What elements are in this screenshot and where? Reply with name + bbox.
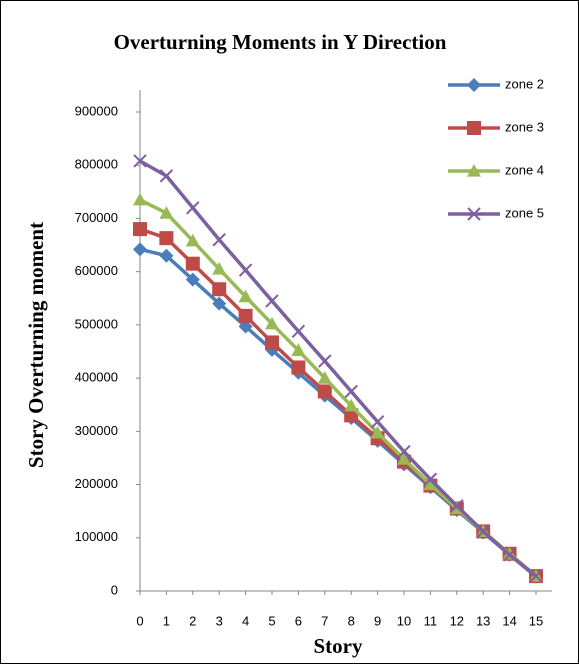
y-tick-label: 400000: [75, 370, 118, 385]
y-tick-label: 100000: [75, 529, 118, 544]
x-tick-label: 14: [502, 613, 516, 628]
marker: [186, 201, 200, 215]
marker: [317, 384, 332, 399]
y-tick-label: 0: [111, 582, 118, 597]
x-tick-label: 2: [189, 613, 196, 628]
x-tick-label: 5: [268, 613, 275, 628]
x-tick-label: 3: [216, 613, 223, 628]
chart-title: Overturning Moments in Y Direction: [114, 30, 447, 54]
marker: [185, 256, 200, 271]
marker: [133, 154, 147, 168]
y-tick-label: 300000: [75, 423, 118, 438]
legend-label: zone 2: [505, 76, 544, 91]
x-tick-label: 7: [321, 613, 328, 628]
marker: [467, 78, 481, 92]
marker: [467, 207, 481, 221]
x-tick-label: 9: [374, 613, 381, 628]
marker: [212, 262, 227, 275]
marker: [238, 319, 253, 334]
x-tick-label: 11: [424, 613, 438, 628]
y-tick-label: 200000: [75, 476, 118, 491]
marker: [159, 248, 174, 263]
y-tick-label: 600000: [75, 263, 118, 278]
marker: [344, 398, 359, 412]
marker: [212, 296, 227, 311]
x-axis-title: Story: [314, 634, 363, 658]
x-tick-label: 1: [163, 613, 170, 628]
marker: [450, 499, 464, 513]
marker: [159, 231, 174, 246]
marker: [529, 569, 543, 583]
marker: [133, 242, 147, 257]
marker: [291, 343, 306, 357]
marker: [467, 121, 481, 135]
marker: [291, 324, 306, 338]
marker: [476, 524, 490, 539]
legend-label: zone 3: [505, 119, 544, 134]
marker: [265, 335, 279, 350]
marker: [133, 192, 147, 206]
marker: [238, 289, 253, 303]
marker: [502, 548, 517, 562]
marker: [133, 222, 147, 237]
x-tick-label: 10: [397, 613, 411, 628]
x-tick-label: 4: [242, 613, 249, 628]
y-tick-label: 800000: [75, 157, 118, 172]
marker: [423, 472, 438, 486]
marker: [397, 452, 411, 465]
marker: [185, 233, 200, 247]
marker: [291, 360, 306, 375]
x-tick-label: 13: [476, 613, 490, 628]
marker: [265, 316, 279, 330]
marker: [317, 371, 332, 384]
marker: [370, 425, 385, 439]
marker: [370, 415, 385, 429]
marker: [238, 308, 253, 323]
y-axis-title: Story Overturning moment: [24, 222, 48, 468]
marker: [344, 384, 358, 399]
marker: [212, 282, 227, 297]
legend-label: zone 5: [505, 205, 544, 220]
marker: [423, 477, 438, 491]
marker: [318, 354, 332, 368]
marker: [397, 444, 411, 459]
marker: [185, 272, 200, 287]
marker: [467, 164, 481, 177]
x-tick-label: 12: [450, 613, 464, 628]
marker: [159, 206, 174, 219]
marker: [159, 169, 174, 183]
x-tick-label: 0: [136, 613, 143, 628]
x-tick-label: 15: [529, 613, 543, 628]
y-tick-label: 700000: [75, 210, 118, 225]
y-tick-label: 500000: [75, 316, 118, 331]
x-tick-label: 6: [295, 613, 302, 628]
marker: [265, 294, 279, 308]
marker: [212, 233, 226, 247]
marker: [238, 263, 253, 277]
legend-label: zone 4: [505, 162, 544, 177]
series-line: [139, 159, 538, 578]
x-tick-label: 8: [348, 613, 355, 628]
y-tick-label: 900000: [75, 103, 118, 118]
